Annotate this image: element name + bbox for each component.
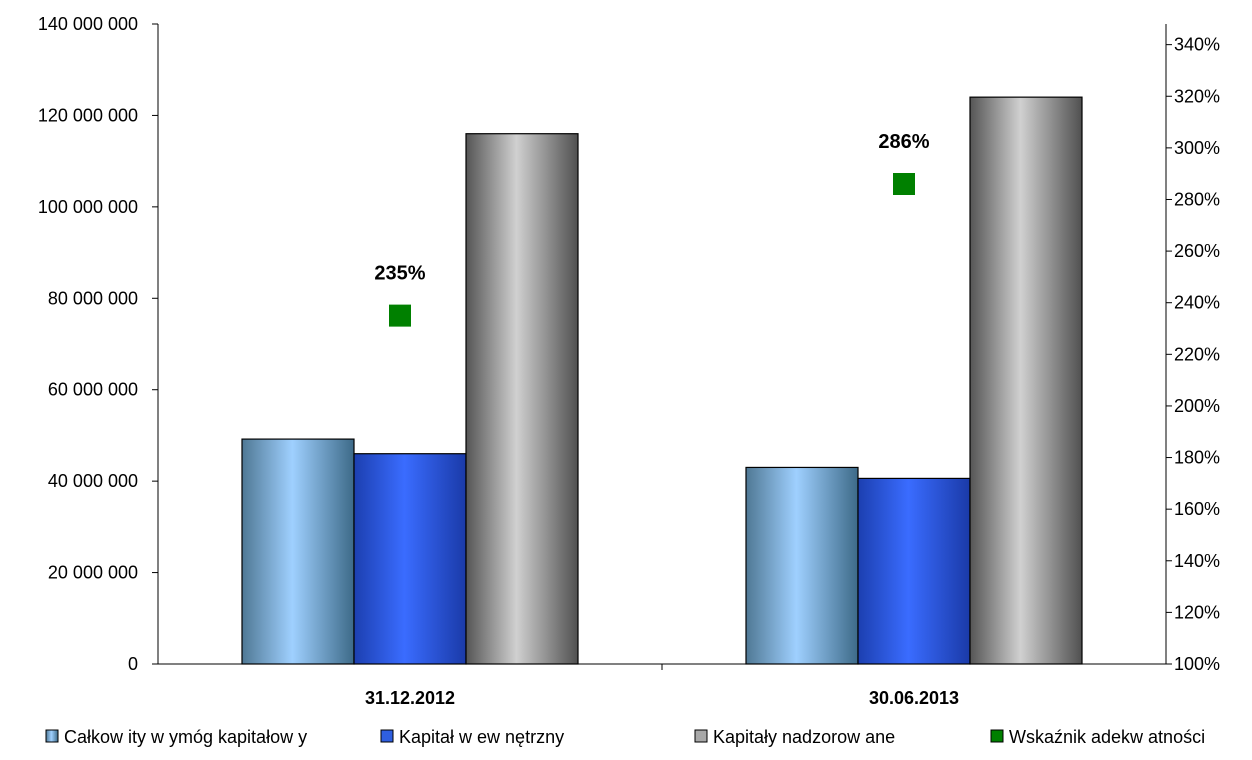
legend-label: Kapitały nadzorow ane xyxy=(713,727,895,747)
left-tick-label: 20 000 000 xyxy=(48,563,138,583)
bar xyxy=(353,453,467,665)
right-tick-label: 340% xyxy=(1174,35,1220,55)
right-tick-label: 260% xyxy=(1174,241,1220,261)
bar xyxy=(969,96,1083,665)
legend-label: Całkow ity w ymóg kapitałow y xyxy=(64,727,307,747)
left-tick-label: 60 000 000 xyxy=(48,380,138,400)
left-tick-label: 100 000 000 xyxy=(38,197,138,217)
data-label: 235% xyxy=(374,263,425,285)
legend-swatch xyxy=(990,729,1004,743)
bar xyxy=(465,133,579,665)
legend-label: Wskaźnik adekw atności xyxy=(1009,727,1205,747)
legend-label: Kapitał w ew nętrzny xyxy=(399,727,564,747)
category-label: 31.12.2012 xyxy=(365,688,455,708)
left-tick-label: 120 000 000 xyxy=(38,105,138,125)
right-tick-label: 300% xyxy=(1174,138,1220,158)
data-point xyxy=(389,304,411,327)
data-label: 286% xyxy=(878,131,929,153)
right-tick-label: 140% xyxy=(1174,551,1220,571)
bar xyxy=(745,466,859,665)
left-tick-label: 140 000 000 xyxy=(38,14,138,34)
right-tick-label: 180% xyxy=(1174,448,1220,468)
right-tick-label: 280% xyxy=(1174,189,1220,209)
right-tick-label: 120% xyxy=(1174,602,1220,622)
right-tick-label: 240% xyxy=(1174,293,1220,313)
legend-swatch xyxy=(694,729,708,743)
right-tick-label: 200% xyxy=(1174,396,1220,416)
legend-swatch xyxy=(380,729,394,743)
bar xyxy=(241,438,355,665)
left-tick-label: 0 xyxy=(128,654,138,674)
left-tick-label: 40 000 000 xyxy=(48,471,138,491)
legend-swatch xyxy=(45,729,59,743)
category-label: 30.06.2013 xyxy=(869,688,959,708)
right-tick-label: 220% xyxy=(1174,344,1220,364)
right-tick-label: 160% xyxy=(1174,499,1220,519)
right-tick-label: 100% xyxy=(1174,654,1220,674)
bar xyxy=(857,477,971,665)
right-tick-label: 320% xyxy=(1174,86,1220,106)
data-point xyxy=(893,173,915,195)
left-tick-label: 80 000 000 xyxy=(48,288,138,308)
